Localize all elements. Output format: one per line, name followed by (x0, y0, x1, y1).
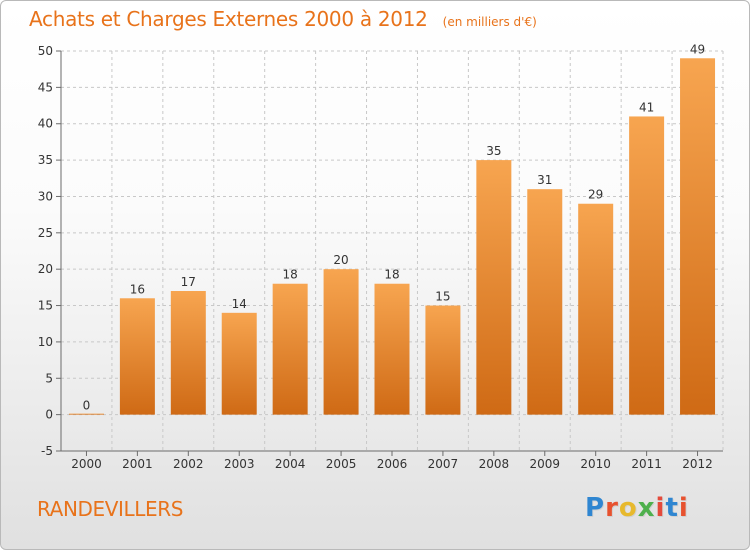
x-tick-label: 2006 (377, 457, 408, 471)
bar-2002 (170, 291, 206, 415)
bar-value-label: 18 (283, 268, 298, 282)
bar-2004 (272, 283, 308, 415)
x-tick-label: 2010 (580, 457, 611, 471)
bar-value-label: 0 (83, 399, 91, 413)
bar-2009 (527, 189, 563, 415)
y-tick-label: 45 (38, 80, 53, 94)
bar-value-label: 49 (690, 42, 705, 56)
x-tick-label: 2002 (173, 457, 204, 471)
y-tick-label: 10 (38, 335, 53, 349)
label-layer: 0 16 17 14 18 20 18 15 35 31 29 41 49 (83, 42, 706, 412)
x-tick-label: 2001 (122, 457, 153, 471)
bar-value-label: 29 (588, 188, 603, 202)
bar-2010 (578, 203, 614, 415)
bar-value-label: 41 (639, 100, 654, 114)
bar-2012 (680, 58, 716, 415)
logo-letter: o (618, 493, 638, 523)
y-tick-label: -5 (41, 444, 53, 458)
logo-letter: x (637, 493, 656, 523)
bar-2003 (221, 312, 257, 415)
location-name: RANDEVILLERS (37, 497, 184, 521)
chart-unit-note: (en milliers d'€) (442, 15, 537, 29)
axis-layer: -5 0 5 10 15 20 25 30 35 40 45 50 2000 2001 2002 2003 20… (38, 44, 723, 471)
logo-letter: r (605, 493, 619, 523)
bar-value-label: 14 (232, 297, 247, 311)
y-tick-label: 30 (38, 189, 53, 203)
x-tick-label: 2005 (326, 457, 357, 471)
bar-2008 (476, 160, 512, 415)
x-tick-label: 2011 (631, 457, 662, 471)
y-tick-label: 15 (38, 299, 53, 313)
y-tick-label: 5 (45, 371, 53, 385)
bar-layer (68, 58, 716, 415)
logo-letter: i (678, 493, 689, 523)
chart-title: Achats et Charges Externes 2000 à 2012 (… (29, 7, 537, 31)
bar-value-label: 15 (435, 290, 450, 304)
chart-title-main: Achats et Charges Externes 2000 à 2012 (29, 7, 428, 31)
bar-2001 (119, 298, 155, 415)
x-tick-label: 2012 (682, 457, 713, 471)
bar-2005 (323, 269, 359, 415)
x-tick-label: 2003 (224, 457, 255, 471)
x-tick-label: 2000 (71, 457, 102, 471)
y-tick-label: 20 (38, 262, 53, 276)
bar-2000 (68, 413, 104, 415)
bar-value-label: 35 (486, 144, 501, 158)
x-tick-label: 2008 (479, 457, 510, 471)
bar-2007 (425, 305, 461, 415)
bar-2006 (374, 283, 410, 415)
y-tick-label: 0 (45, 408, 53, 422)
bar-value-label: 31 (537, 173, 552, 187)
proxiti-logo[interactable]: Proxiti (585, 493, 689, 523)
y-tick-label: 25 (38, 226, 53, 240)
bar-value-label: 20 (333, 253, 348, 267)
logo-letter: i (655, 493, 666, 523)
logo-letter: t (665, 493, 679, 523)
logo-letter: P (585, 493, 606, 523)
bar-value-label: 18 (384, 268, 399, 282)
bar-2011 (629, 116, 665, 415)
bar-value-label: 17 (181, 275, 196, 289)
y-tick-label: 50 (38, 44, 53, 58)
y-tick-label: 40 (38, 117, 53, 131)
y-tick-label: 35 (38, 153, 53, 167)
x-tick-label: 2007 (428, 457, 459, 471)
x-tick-label: 2009 (529, 457, 560, 471)
x-tick-label: 2004 (275, 457, 306, 471)
bar-value-label: 16 (130, 282, 145, 296)
